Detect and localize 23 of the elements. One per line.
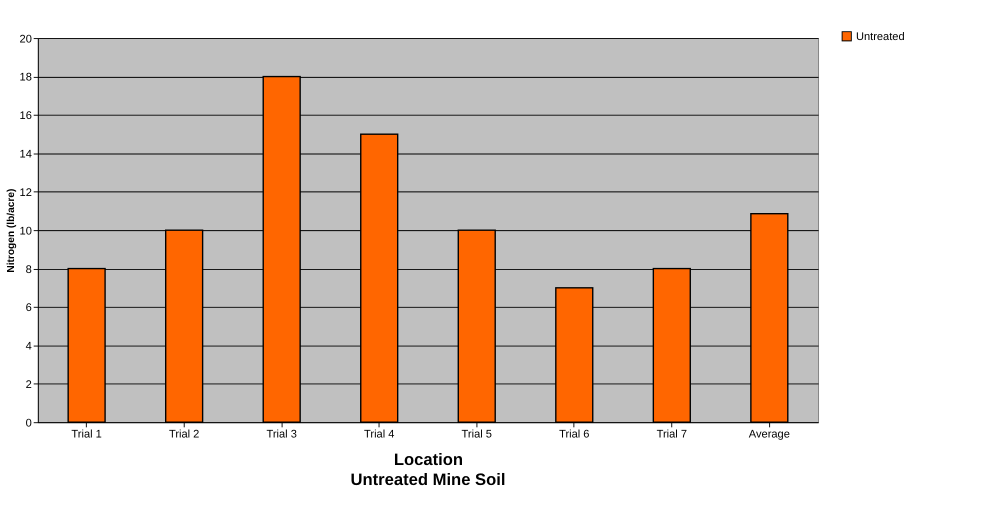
x-tick-label: Trial 1	[71, 428, 102, 440]
x-tick-label: Average	[748, 428, 790, 440]
x-tick-label: Trial 5	[462, 428, 492, 440]
y-tick-label: 2	[26, 378, 32, 391]
y-tick-label: 20	[20, 33, 32, 46]
y-tick-label: 18	[20, 72, 32, 84]
y-tick-label: 14	[20, 148, 32, 161]
x-tick-label: Trial 3	[266, 428, 297, 440]
y-tick-label: 10	[20, 225, 32, 238]
y-tick-label: 16	[20, 110, 32, 122]
y-tick-label: 6	[26, 302, 32, 314]
y-axis-title: Nitrogen (lb/acre)	[6, 188, 17, 273]
y-tick-label: 12	[20, 186, 32, 199]
x-tick-label: Trial 4	[364, 428, 394, 440]
x-tick-label: Trial 6	[559, 428, 590, 440]
y-tick-label: 4	[26, 340, 32, 353]
text: Untreated Mine Soil	[350, 470, 506, 490]
y-tick-label: 0	[26, 417, 32, 430]
x-tick-label: Trial 2	[168, 428, 200, 440]
x-tick-label: Trial 7	[656, 428, 687, 440]
legend-label: Untreated	[856, 30, 905, 43]
y-tick-label: 8	[26, 264, 32, 276]
x-axis-title: Location	[394, 450, 464, 470]
